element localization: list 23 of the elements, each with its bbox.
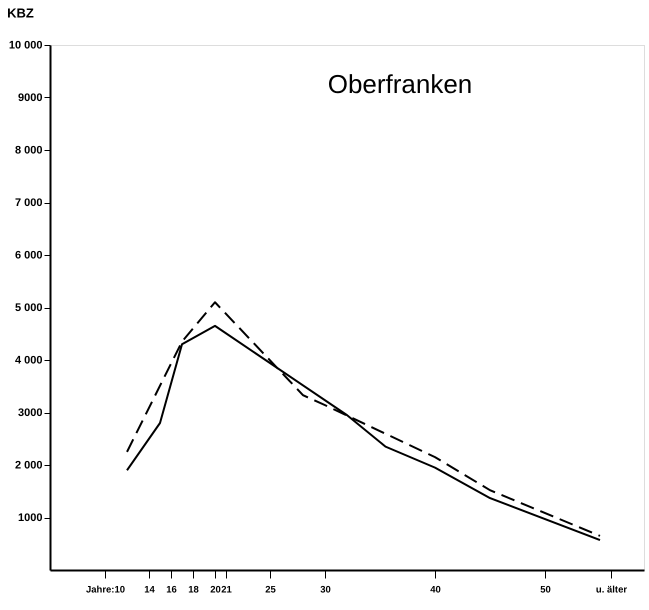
y-axis-title: KBZ — [7, 6, 34, 20]
x-tick-label: Jahre:10 — [86, 584, 126, 596]
x-tick-label: 50 — [540, 584, 551, 596]
y-tick-label: 9000 — [18, 92, 42, 104]
x-tick-label: 25 — [265, 584, 276, 596]
y-tick-label: 5 000 — [14, 302, 42, 314]
y-tick-label: 8 000 — [14, 144, 42, 156]
y-tick-label: 7 000 — [14, 197, 42, 209]
x-tick-label: 40 — [430, 584, 441, 596]
y-tick-label: 6 000 — [14, 250, 42, 262]
y-tick-label: 3000 — [18, 407, 42, 419]
x-tick-label: 30 — [320, 584, 331, 596]
text: Oberfranken — [328, 69, 472, 99]
x-tick-label: 20 — [210, 584, 221, 596]
x-tick-label: u. älter — [596, 584, 628, 596]
y-tick-label: 10 000 — [8, 40, 42, 52]
y-tick-label: 4 000 — [14, 354, 42, 366]
x-tick-label: 14 — [144, 584, 156, 596]
x-tick-label: 21 — [221, 584, 232, 596]
x-tick-label: 16 — [166, 584, 177, 596]
y-tick-label: 1000 — [18, 512, 42, 524]
y-tick-label: 2 000 — [14, 460, 42, 472]
x-tick-label: 18 — [188, 584, 199, 596]
